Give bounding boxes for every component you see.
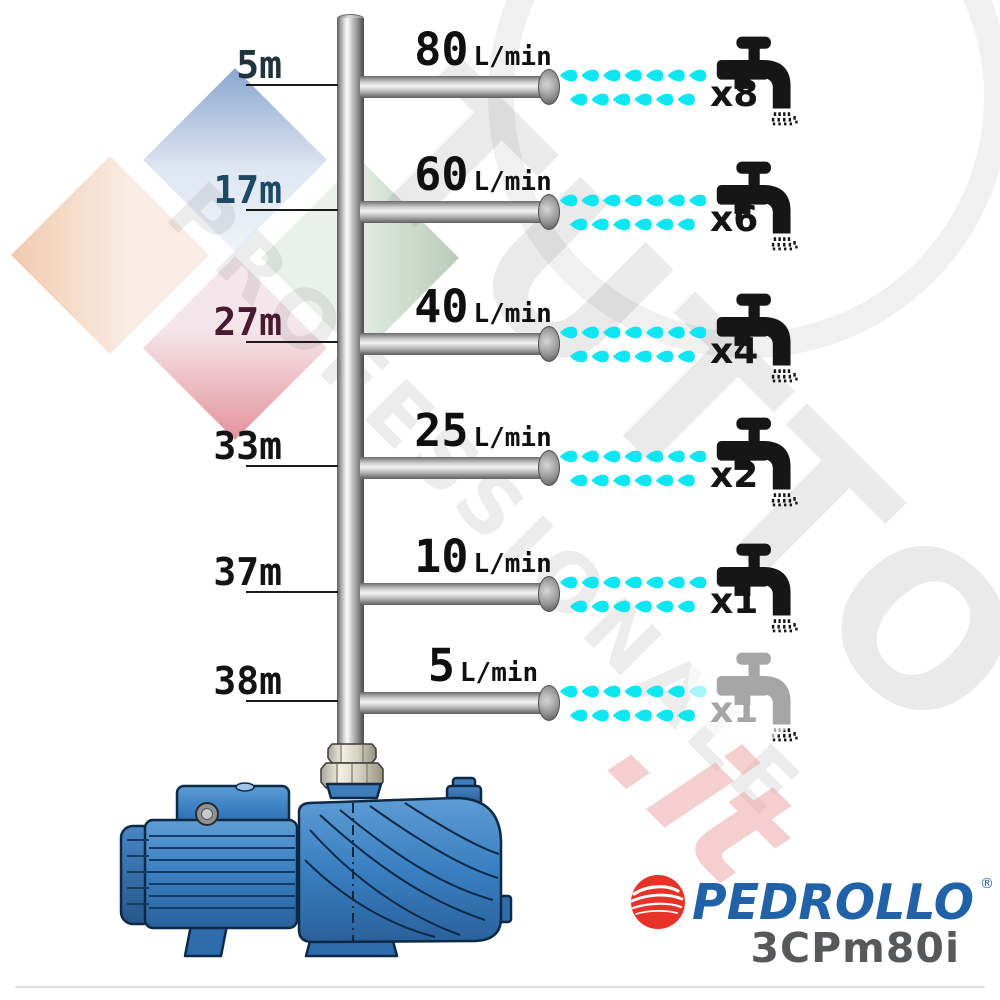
pipe-end-cap — [538, 576, 560, 612]
riser-pipe — [337, 18, 364, 752]
flow-rate-label: 10 L/min — [398, 534, 568, 580]
branch-pipe — [360, 201, 546, 223]
flow-row-80: 5m 80 L/min x8 — [0, 27, 1000, 152]
pipe-end-cap — [538, 450, 560, 486]
tap-multiplier: x8 — [710, 74, 759, 115]
pedrollo-logo-icon — [630, 875, 685, 929]
water-spray — [560, 573, 712, 617]
leader-line — [246, 341, 338, 343]
flow-rate-label: 80 L/min — [398, 27, 568, 73]
water-spray — [560, 323, 712, 367]
brand-wordmark: PEDROLLO — [692, 874, 974, 931]
leader-line — [246, 209, 338, 211]
watermark-it-dot — [688, 626, 806, 744]
tap-multiplier: x2 — [710, 455, 759, 496]
model-number: 3CPm80i — [751, 924, 961, 970]
pipe-end-cap — [538, 326, 560, 362]
flow-unit: L/min — [473, 549, 552, 579]
flow-rate-label: 60 L/min — [398, 152, 568, 198]
flow-value: 60 — [414, 148, 469, 201]
pump-illustration — [119, 776, 513, 958]
bottom-divider — [15, 986, 985, 988]
tap-multiplier: x1 — [710, 581, 759, 622]
head-height-label: 5m — [236, 43, 282, 87]
flow-rate-label: 5 L/min — [398, 643, 568, 689]
leader-line — [246, 84, 338, 86]
flow-rate-label: 40 L/min — [398, 284, 568, 330]
tap-multiplier: x6 — [710, 199, 759, 240]
flow-unit: L/min — [459, 658, 539, 688]
flow-unit: L/min — [473, 42, 552, 72]
flow-value: 80 — [414, 23, 469, 76]
flow-row-25: 33m 25 L/min x2 — [0, 408, 1000, 533]
flow-rate-label: 25 L/min — [398, 408, 568, 454]
flow-value: 5 — [427, 639, 455, 692]
branch-pipe — [360, 333, 546, 355]
pipe-end-cap — [538, 685, 560, 721]
branch-pipe — [360, 76, 546, 98]
flow-unit: L/min — [473, 167, 552, 197]
water-spray — [560, 447, 712, 491]
flow-value: 25 — [414, 404, 469, 457]
flow-row-40: 27m 40 L/min x4 — [0, 284, 1000, 409]
pipe-end-cap — [538, 194, 560, 230]
head-height-label: 38m — [213, 659, 282, 703]
flow-row-60: 17m 60 L/min x6 — [0, 152, 1000, 277]
flow-row-5: 38m 5L/min x1 — [0, 643, 1000, 768]
water-spray — [560, 191, 712, 235]
head-height-label: 37m — [213, 550, 282, 594]
head-height-label: 33m — [213, 424, 282, 468]
flow-unit: L/min — [473, 299, 552, 329]
head-height-label: 27m — [213, 300, 282, 344]
brand-logo: PEDROLLO ® 3CPm80i — [630, 874, 994, 970]
registered-mark: ® — [980, 876, 994, 892]
branch-pipe — [360, 692, 546, 714]
branch-pipe — [360, 583, 546, 605]
leader-line — [246, 465, 338, 467]
head-height-label: 17m — [213, 168, 282, 212]
branch-pipe — [360, 457, 546, 479]
leader-line — [246, 591, 338, 593]
flow-unit: L/min — [473, 423, 552, 453]
flow-value: 40 — [414, 280, 469, 333]
tap-multiplier: x4 — [710, 331, 759, 372]
leader-line — [246, 700, 338, 702]
flow-row-10: 37m 10 L/min x1 — [0, 534, 1000, 659]
flow-value: 10 — [414, 530, 469, 583]
water-spray — [560, 66, 712, 110]
pipe-end-cap — [538, 69, 560, 105]
